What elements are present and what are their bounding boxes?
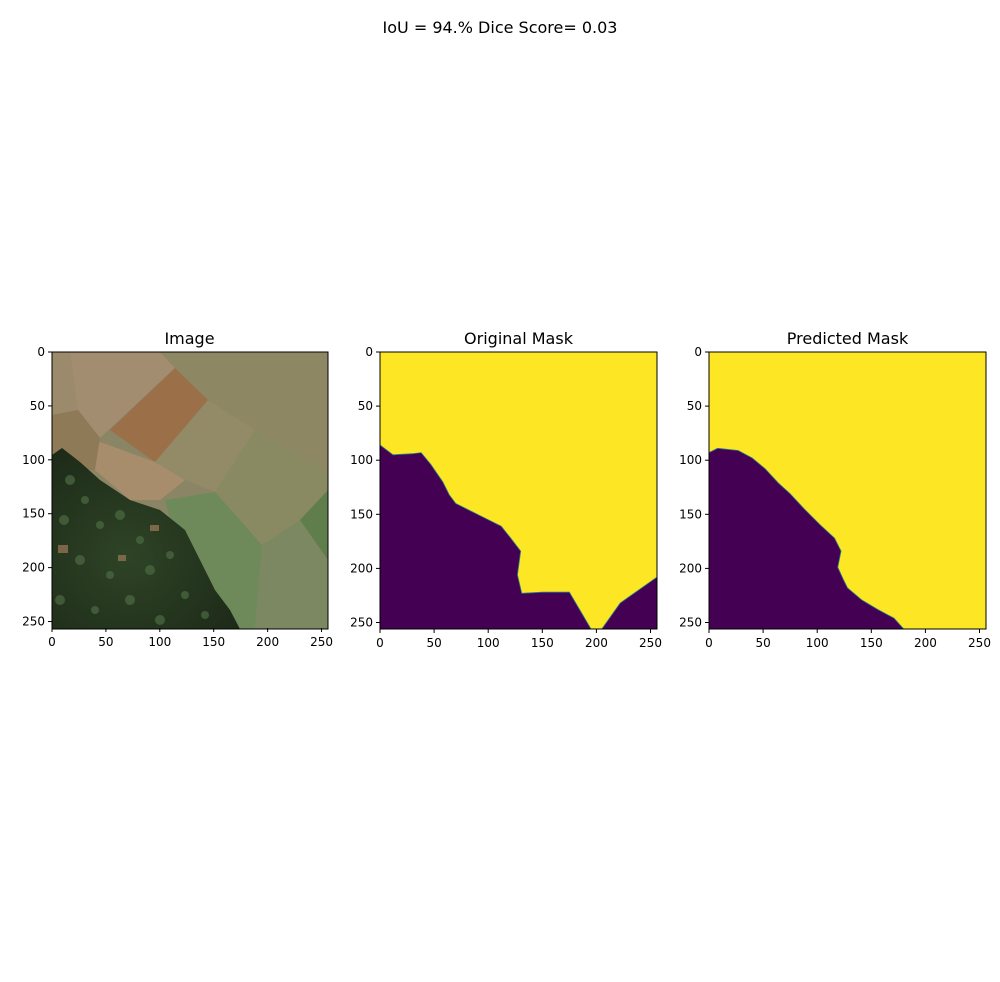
x-tick-label: 200	[585, 636, 608, 650]
x-tick-label: 250	[968, 636, 991, 650]
x-tick-label: 0	[48, 635, 56, 649]
field-brown	[110, 368, 208, 462]
y-tick-label: 0	[694, 345, 702, 359]
x-tick-label: 50	[98, 635, 113, 649]
axes-frame	[708, 351, 987, 630]
x-tick-label: 250	[639, 636, 662, 650]
forest-texture	[55, 475, 209, 625]
y-tick-label: 100	[679, 453, 702, 467]
mask-image	[709, 352, 986, 629]
axes-frame	[51, 351, 329, 630]
x-tick-label: 0	[705, 636, 713, 650]
mask-background-region	[380, 444, 657, 629]
mask-background-region	[709, 447, 986, 629]
clearings	[58, 525, 159, 561]
x-tick-label: 100	[477, 636, 500, 650]
x-tick-label: 150	[531, 636, 554, 650]
subplot-predicted-mask: Predicted Mask 0 50 100 150 200 2500501001502…	[679, 329, 991, 650]
subplot-title: Image	[164, 329, 214, 348]
subplot-original-mask: Original Mask 0 50 100 150 200 25005010015020…	[350, 329, 662, 650]
x-tick-label: 50	[426, 636, 441, 650]
field-green-bottom	[165, 492, 262, 629]
y-tick-label: 100	[22, 453, 45, 467]
x-tick-label: 100	[806, 636, 829, 650]
y-tick-label: 50	[30, 399, 45, 413]
x-tick-label: 0	[376, 636, 384, 650]
subplot-image: Image	[22, 329, 333, 649]
y-tick-label: 100	[350, 453, 373, 467]
x-tick-label: 150	[860, 636, 883, 650]
field-center	[155, 400, 255, 492]
y-tick-label: 150	[679, 507, 702, 521]
field-top-left	[52, 352, 78, 415]
y-tick-label: 150	[350, 507, 373, 521]
y-tick-label: 200	[679, 561, 702, 575]
y-tick-label: 250	[350, 616, 373, 630]
field-tan-left	[95, 440, 185, 500]
mask-image	[380, 352, 657, 629]
y-tick-label: 250	[679, 616, 702, 630]
x-tick-label: 150	[202, 635, 225, 649]
x-tick-label: 100	[148, 635, 171, 649]
aerial-image	[52, 352, 328, 629]
x-tick-label: 250	[310, 635, 333, 649]
x-tick-label: 50	[755, 636, 770, 650]
subplot-title: Original Mask	[464, 329, 574, 348]
x-tick-label: 200	[256, 635, 279, 649]
y-tick-label: 250	[22, 615, 45, 629]
y-tick-label: 200	[22, 561, 45, 575]
y-tick-label: 0	[37, 345, 45, 359]
y-tick-label: 200	[350, 561, 373, 575]
field-right	[215, 430, 328, 545]
x-tick-label: 200	[914, 636, 937, 650]
y-tick-label: 0	[365, 345, 373, 359]
forest	[52, 448, 240, 629]
figure-suptitle: IoU = 94.% Dice Score= 0.03	[382, 18, 618, 37]
y-tick-label: 150	[22, 507, 45, 521]
field-bottom-right	[255, 520, 328, 629]
y-tick-label: 50	[358, 399, 373, 413]
subplot-title: Predicted Mask	[787, 329, 909, 348]
field-olive-top	[160, 352, 328, 472]
axes-frame	[379, 351, 658, 630]
field-tan-top	[70, 352, 175, 438]
y-tick-label: 50	[687, 399, 702, 413]
